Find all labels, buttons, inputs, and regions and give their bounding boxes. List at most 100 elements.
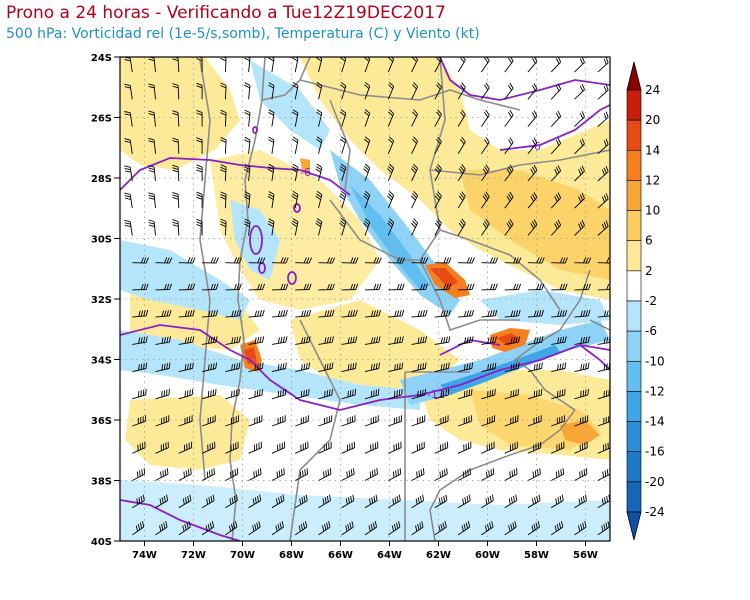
wind-barb bbox=[178, 336, 195, 345]
wind-barb bbox=[132, 441, 146, 454]
wind-barb bbox=[574, 111, 585, 127]
wind-barb bbox=[243, 218, 251, 236]
wind-barb bbox=[292, 57, 299, 73]
wind-barb bbox=[387, 109, 395, 127]
wind-barb bbox=[340, 136, 347, 154]
wind-barb bbox=[196, 109, 203, 127]
wind-barb bbox=[364, 81, 371, 100]
wind-barb bbox=[248, 257, 266, 264]
colorbar-segment bbox=[626, 210, 642, 242]
wind-barb bbox=[481, 441, 495, 454]
colorbar-segment bbox=[626, 149, 642, 181]
latitude-axis: 24S 26S 28S 30S 32S 34S 36S 38S 40S bbox=[91, 53, 120, 548]
wind-barb bbox=[527, 164, 538, 182]
contour-label: -12 bbox=[427, 388, 445, 401]
colorbar-label: -6 bbox=[645, 324, 657, 338]
wind-barb bbox=[574, 336, 590, 345]
wind-barb bbox=[318, 309, 335, 318]
wind-barb bbox=[363, 163, 371, 182]
colorbar-label: -2 bbox=[645, 294, 657, 308]
wind-barb bbox=[220, 57, 227, 73]
wind-barb bbox=[551, 388, 566, 400]
lon-tick-label: 58W bbox=[524, 550, 549, 561]
wind-barb bbox=[201, 362, 218, 373]
colorbar-segment bbox=[626, 270, 642, 302]
wind-barb bbox=[291, 163, 299, 182]
wind-barb bbox=[574, 388, 589, 400]
wind-barb bbox=[458, 362, 474, 373]
wind-barb bbox=[267, 163, 275, 182]
vorticity-shading bbox=[120, 57, 610, 541]
wind-barb bbox=[172, 137, 180, 154]
colorbar-segment bbox=[626, 300, 642, 332]
wind-barb bbox=[411, 82, 419, 100]
wind-barb bbox=[268, 82, 275, 100]
wind-barb bbox=[387, 218, 395, 236]
wind-barb bbox=[504, 283, 522, 291]
colorbar-label: 12 bbox=[645, 173, 660, 187]
wind-barb bbox=[148, 192, 156, 209]
wind-barb bbox=[434, 388, 450, 400]
wind-barb bbox=[248, 362, 264, 373]
wind-barb bbox=[292, 109, 299, 127]
wind-barb bbox=[318, 494, 331, 509]
wind-barb bbox=[132, 388, 147, 400]
lat-tick-label: 38S bbox=[91, 477, 112, 488]
wind-barb bbox=[178, 494, 192, 509]
wind-barb bbox=[574, 283, 591, 291]
wind-barb bbox=[155, 388, 170, 400]
colorbar-label: 24 bbox=[645, 83, 660, 97]
wind-barb bbox=[364, 336, 381, 345]
wind-barb bbox=[271, 415, 286, 427]
colorbar-segment bbox=[626, 89, 642, 121]
wind-barb bbox=[551, 283, 568, 291]
wind-barb bbox=[388, 336, 404, 345]
wind-barb bbox=[597, 138, 609, 155]
wind-barb bbox=[341, 362, 357, 373]
wind-barb bbox=[434, 163, 442, 182]
wind-barb bbox=[410, 190, 419, 209]
wind-barb bbox=[504, 362, 520, 373]
lon-tick-label: 68W bbox=[279, 550, 304, 561]
wind-barb bbox=[155, 283, 172, 291]
wind-barb bbox=[434, 494, 448, 509]
colorbar-segment bbox=[626, 391, 642, 422]
wind-barb bbox=[597, 283, 610, 291]
wind-barb bbox=[551, 415, 565, 427]
colorbar-label: 20 bbox=[645, 113, 660, 127]
wind-barb bbox=[597, 57, 609, 73]
wind-barb bbox=[410, 163, 419, 182]
wind-barb bbox=[220, 218, 227, 236]
wind-barb bbox=[248, 336, 265, 345]
wind-barb bbox=[295, 415, 309, 427]
wind-barb bbox=[124, 219, 133, 236]
lon-tick-label: 56W bbox=[573, 550, 598, 561]
wind-barb bbox=[225, 283, 242, 291]
wind-barb bbox=[597, 84, 609, 100]
wind-barb bbox=[364, 388, 380, 400]
wind-barb bbox=[550, 137, 562, 155]
lat-tick-label: 30S bbox=[91, 235, 112, 246]
wind-barb bbox=[504, 336, 521, 345]
wind-barb bbox=[201, 494, 215, 509]
wind-barb bbox=[597, 257, 610, 264]
wind-barb bbox=[196, 82, 203, 100]
wind-barb bbox=[504, 441, 518, 454]
wind-barb bbox=[597, 389, 610, 400]
wind-barb bbox=[434, 109, 442, 127]
wind-barb bbox=[248, 441, 262, 454]
wind-barb bbox=[550, 165, 562, 182]
colorbar-segment bbox=[626, 180, 642, 211]
wind-barb bbox=[248, 309, 265, 318]
colorbar-segment bbox=[626, 330, 642, 362]
wind-barb bbox=[244, 82, 251, 100]
chart-subtitle: 500 hPa: Vorticidad rel (1e-5/s,somb), T… bbox=[6, 26, 480, 42]
wind-barb bbox=[318, 415, 333, 427]
wind-barb bbox=[178, 257, 196, 264]
wind-barb bbox=[481, 415, 496, 427]
colorbar-segment bbox=[626, 481, 642, 513]
wind-barb bbox=[248, 521, 261, 536]
wind-barb bbox=[364, 283, 382, 291]
lon-tick-label: 72W bbox=[181, 550, 206, 561]
